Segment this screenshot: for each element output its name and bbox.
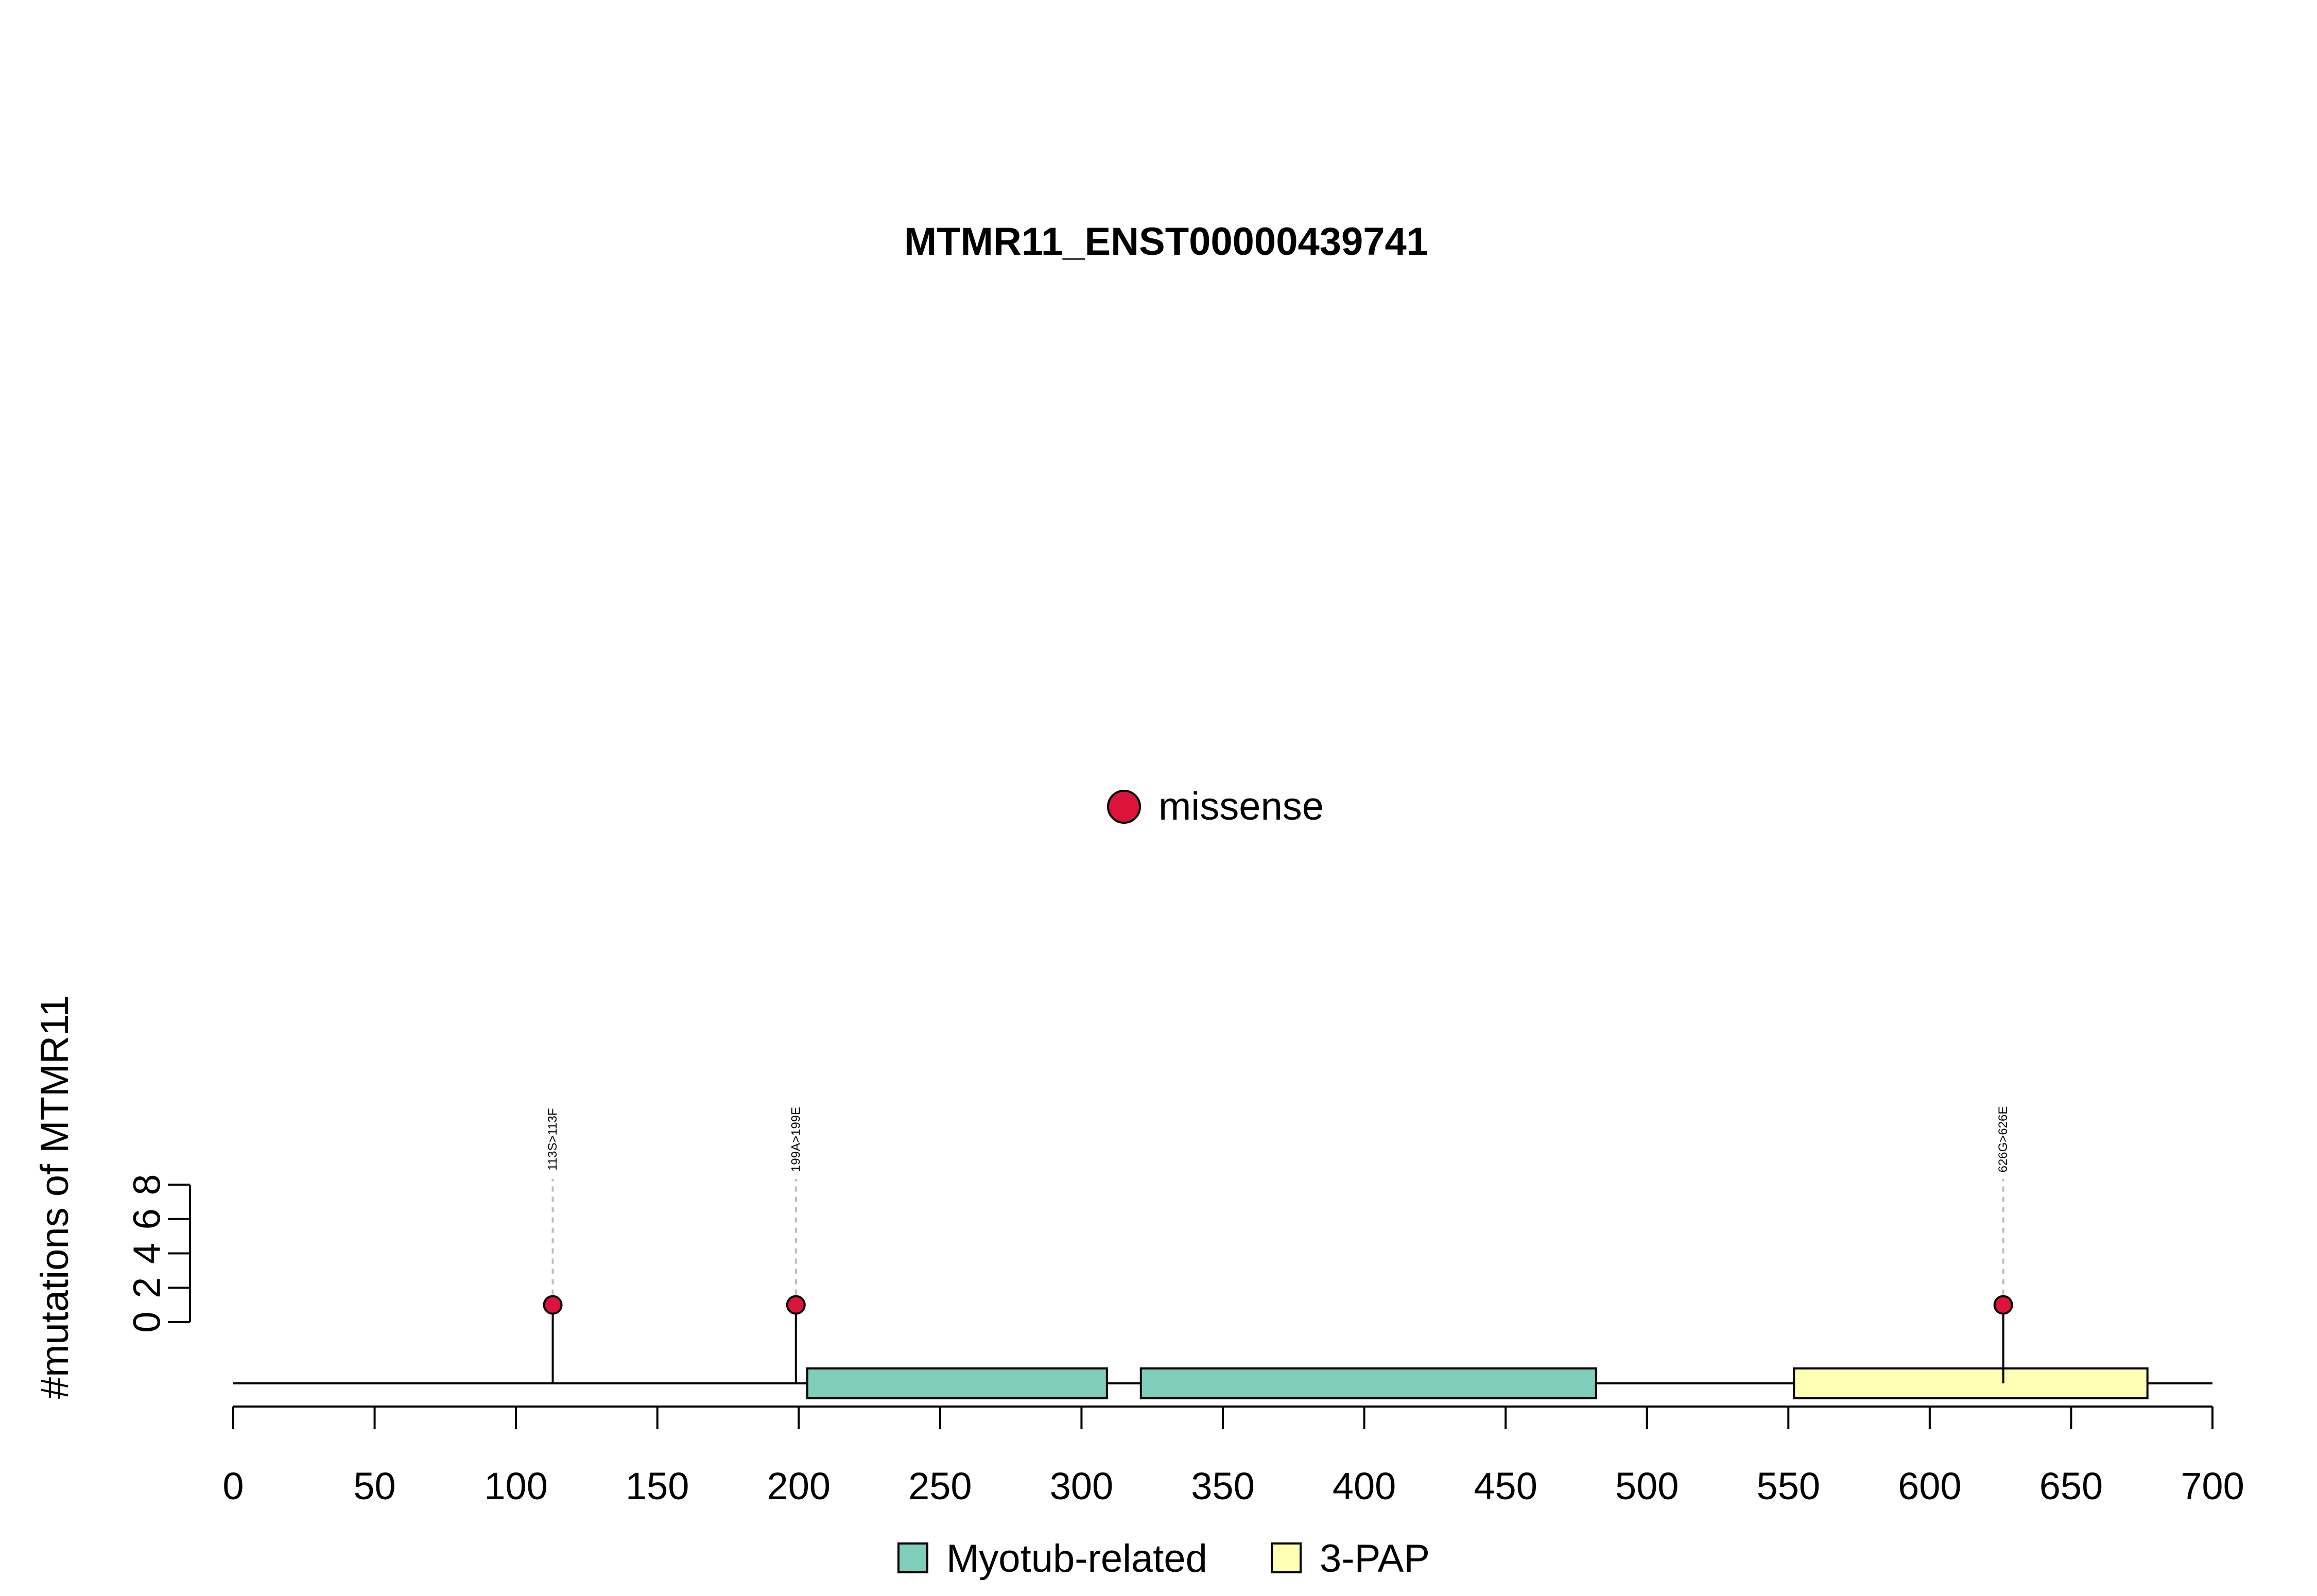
y-axis-label: #mutations of MTMR11 xyxy=(33,995,77,1399)
myotub-related-legend-swatch xyxy=(897,1542,928,1573)
mutation-type-legend: missense xyxy=(1107,785,1324,828)
mutation-label-1: 113S>113F xyxy=(546,1108,560,1170)
x-tick-label-200: 200 xyxy=(767,1465,831,1507)
x-tick-label-550: 550 xyxy=(1757,1465,1820,1507)
missense-legend-marker xyxy=(1107,790,1141,824)
x-tick-label-300: 300 xyxy=(1050,1465,1113,1507)
mutation-point-2 xyxy=(786,1295,806,1315)
domain-myotub-related-2 xyxy=(1139,1367,1597,1399)
protein-domains xyxy=(806,1367,2149,1399)
mutation-lollipops: 113S>113F 199A>199E 626G>626E xyxy=(543,1106,2013,1383)
y-tick-label-6: 6 xyxy=(126,1208,168,1229)
x-tick-label-600: 600 xyxy=(1898,1465,1961,1507)
x-tick-label-500: 500 xyxy=(1615,1465,1679,1507)
x-tick-label-450: 450 xyxy=(1474,1465,1537,1507)
x-tick-label-0: 0 xyxy=(222,1465,244,1507)
y-tick-label-4: 4 xyxy=(126,1243,168,1264)
y-axis: 0 2 4 6 8 xyxy=(126,1174,191,1333)
missense-legend-label: missense xyxy=(1158,785,1324,828)
x-tick-label-100: 100 xyxy=(484,1465,547,1507)
x-tick-label-150: 150 xyxy=(626,1465,689,1507)
x-tick-label-50: 50 xyxy=(353,1465,395,1507)
3-pap-legend-swatch xyxy=(1271,1542,1302,1573)
x-axis: 0 50 100 150 200 250 300 350 400 450 500 550 600 650 7… xyxy=(222,1406,2244,1507)
domain-3-pap-3 xyxy=(1793,1367,2149,1399)
domain-legend: Myotub-related 3-PAP xyxy=(897,1537,1430,1581)
chart-title: MTMR11_ENST00000439741 xyxy=(904,220,1428,264)
x-tick-label-650: 650 xyxy=(2039,1465,2103,1507)
x-tick-label-700: 700 xyxy=(2181,1465,2244,1507)
mutation-label-3: 626G>626E xyxy=(1996,1106,2010,1173)
x-tick-label-400: 400 xyxy=(1333,1465,1396,1507)
x-tick-label-250: 250 xyxy=(908,1465,972,1507)
myotub-related-legend-label: Myotub-related xyxy=(946,1537,1207,1581)
mutation-label-2: 199A>199E xyxy=(789,1107,803,1172)
mutation-point-1 xyxy=(543,1295,563,1315)
x-tick-label-350: 350 xyxy=(1191,1465,1254,1507)
domain-myotub-related-1 xyxy=(806,1367,1108,1399)
3-pap-legend-label: 3-PAP xyxy=(1320,1537,1430,1581)
mutation-point-3 xyxy=(1993,1295,2013,1315)
y-tick-label-8: 8 xyxy=(126,1174,168,1195)
y-tick-label-2: 2 xyxy=(126,1277,168,1298)
y-tick-label-0: 0 xyxy=(126,1311,168,1332)
